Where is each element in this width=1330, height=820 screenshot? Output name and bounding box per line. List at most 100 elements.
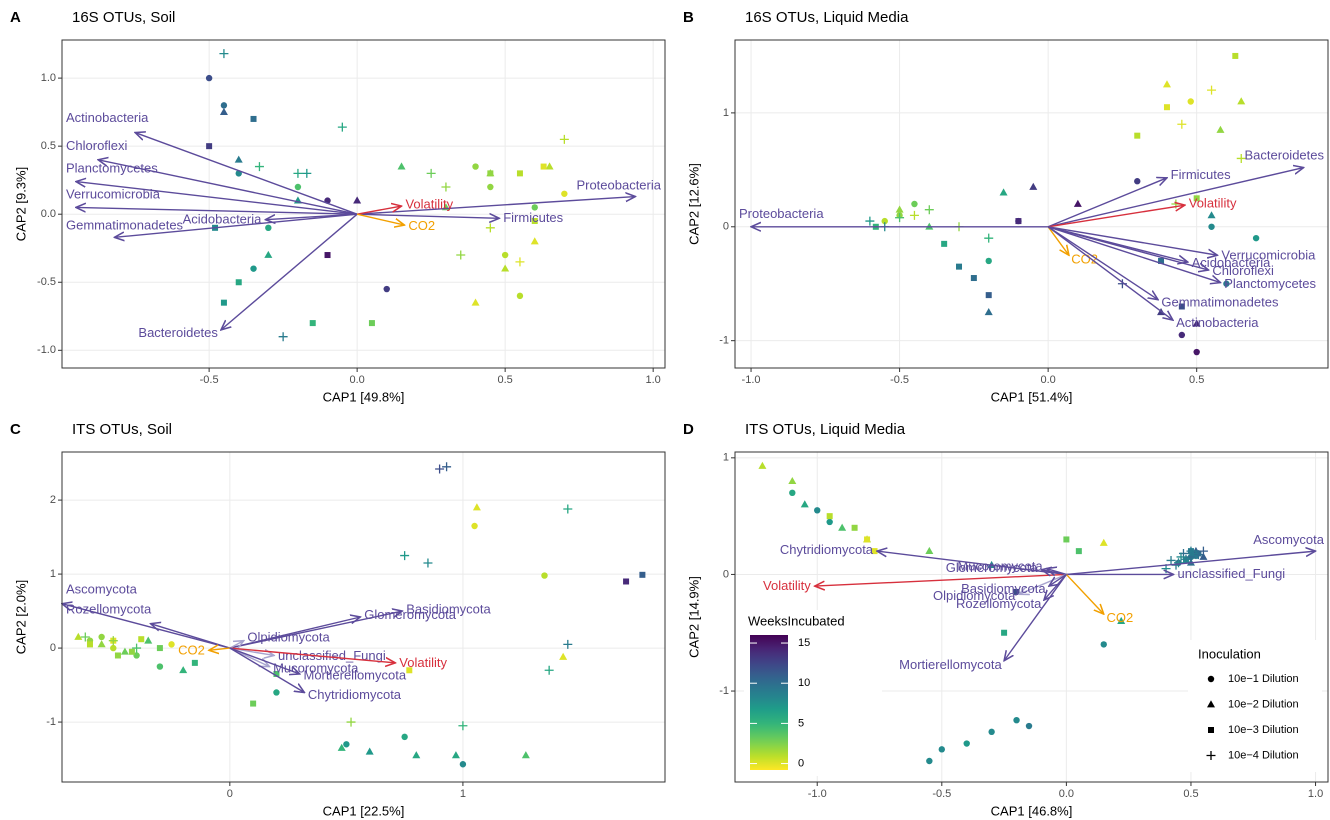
- loading-arrow: [62, 604, 231, 649]
- y-tick-label: 0: [723, 568, 729, 580]
- x-tick-label: 0.0: [349, 374, 364, 386]
- panel-title: ITS OTUs, Liquid Media: [745, 421, 906, 438]
- arrow-label: Bacteroidetes: [138, 325, 218, 340]
- y-tick-label: 0: [50, 642, 56, 654]
- point: [133, 652, 140, 659]
- point: [346, 717, 356, 727]
- point: [108, 636, 118, 646]
- point: [423, 558, 433, 568]
- loading-arrow: [1047, 226, 1158, 300]
- point: [459, 761, 467, 768]
- point: [909, 210, 919, 220]
- point: [1236, 153, 1246, 163]
- point: [1073, 199, 1082, 207]
- x-tick-label: 0.5: [1183, 788, 1198, 800]
- x-tick-label: -1.0: [742, 374, 761, 386]
- arrow-label: Glomeromycota: [946, 560, 1039, 575]
- legend-label: 10e−2 Dilution: [1228, 698, 1299, 710]
- arrow-label: Rozellomycota: [956, 596, 1042, 611]
- panel-border: [734, 451, 1329, 783]
- point: [838, 523, 847, 531]
- x-tick-label: -1.0: [808, 788, 827, 800]
- point: [80, 632, 90, 642]
- point: [1099, 538, 1108, 546]
- y-tick-label: 1.0: [41, 72, 56, 84]
- point: [132, 643, 142, 653]
- point: [984, 233, 994, 243]
- y-tick-label: 0.5: [41, 140, 56, 152]
- point: [1117, 279, 1127, 289]
- point: [1134, 132, 1141, 139]
- point: [487, 183, 494, 191]
- point: [1199, 552, 1208, 560]
- arrow-label: Firmicutes: [503, 210, 563, 225]
- arrow-label: Firmicutes: [1171, 167, 1231, 182]
- point: [219, 49, 229, 59]
- panel-border: [61, 39, 666, 369]
- loading-arrow: [1047, 226, 1208, 270]
- arrow-label: Proteobacteria: [739, 206, 824, 221]
- legend-key: [1207, 700, 1215, 708]
- point: [250, 265, 257, 272]
- loading-arrow: [229, 647, 300, 674]
- legend-label: 10e−4 Dilution: [1228, 749, 1299, 761]
- panel-label: B: [683, 9, 694, 26]
- point: [1013, 588, 1020, 595]
- point: [383, 285, 390, 293]
- point: [406, 667, 413, 674]
- point: [324, 252, 331, 259]
- point: [516, 170, 523, 177]
- point: [559, 652, 568, 660]
- x-tick-label: -0.5: [932, 788, 951, 800]
- y-tick-label: 1: [723, 107, 729, 119]
- arrow-label: Chloroflexi: [1212, 263, 1274, 278]
- point: [895, 213, 905, 223]
- point: [156, 645, 163, 652]
- panel-background: [735, 40, 1328, 368]
- arrow-label: Verrucomicrobia: [66, 187, 161, 202]
- point: [302, 168, 312, 178]
- legend-title: WeeksIncubated: [748, 613, 845, 628]
- arrow-label: Mortierellomycota: [304, 667, 407, 682]
- point: [98, 633, 105, 641]
- point: [521, 751, 530, 759]
- point: [1252, 234, 1260, 242]
- x-tick-label: 0.5: [1189, 374, 1204, 386]
- legend-label: 10e−3 Dilution: [1228, 724, 1299, 736]
- loading-arrow: [357, 214, 499, 218]
- legend-label: 10e−1 Dilution: [1228, 673, 1299, 685]
- arrow-label: Ascomycota: [1253, 532, 1325, 547]
- point: [1223, 280, 1230, 287]
- point: [206, 143, 213, 150]
- point: [471, 522, 478, 530]
- point: [1134, 178, 1141, 185]
- point: [293, 168, 303, 178]
- point: [441, 182, 451, 192]
- x-tick-label: -0.5: [890, 374, 909, 386]
- loading-arrow: [76, 182, 358, 215]
- point: [120, 647, 129, 655]
- point: [343, 741, 350, 748]
- point: [985, 257, 992, 265]
- colorbar: [750, 635, 788, 770]
- point: [1025, 722, 1033, 730]
- colorbar-label: 0: [798, 757, 804, 769]
- point: [365, 747, 374, 755]
- panel-title: 16S OTUs, Liquid Media: [745, 9, 909, 26]
- x-tick-label: 0.0: [1059, 788, 1074, 800]
- arrow-label: Planctomycetes: [1224, 276, 1316, 291]
- loading-arrow: [1048, 205, 1185, 228]
- point: [114, 652, 121, 659]
- point: [501, 264, 510, 272]
- point: [110, 644, 117, 652]
- point: [400, 551, 410, 561]
- x-axis-title: CAP1 [22.5%]: [323, 803, 405, 818]
- arrow-label: Gemmatimonadetes: [66, 217, 184, 232]
- loading-arrow: [1004, 574, 1067, 660]
- point: [1198, 546, 1208, 556]
- point: [895, 205, 904, 213]
- point: [1207, 85, 1217, 95]
- point: [531, 218, 538, 225]
- point: [264, 250, 273, 258]
- y-tick-label: -1.0: [37, 344, 56, 356]
